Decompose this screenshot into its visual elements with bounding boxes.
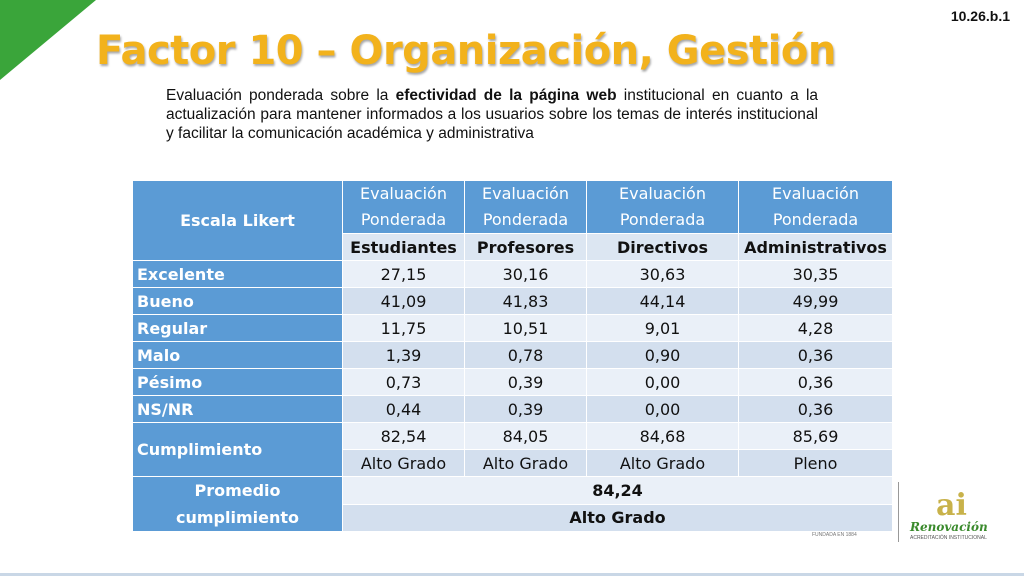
slide-code: 10.26.b.1 — [950, 8, 1010, 24]
table-cell: 27,15 — [342, 260, 465, 288]
logo-word: Renovación — [910, 520, 988, 534]
description-post: institucional en cuanto a la actualizaci… — [166, 87, 819, 142]
header-group: Evaluación Ponderada — [464, 180, 587, 234]
table-cell: 9,01 — [586, 314, 739, 342]
description-pre: Evaluación ponderada sobre la — [166, 87, 396, 104]
promedio-label: Promedio cumplimiento — [132, 476, 343, 532]
row-label: Excelente — [132, 260, 343, 288]
table-cell: 0,78 — [464, 341, 587, 369]
table-row: Bueno 41,09 41,83 44,14 49,99 — [132, 287, 893, 315]
results-table: Escala Likert Evaluación Ponderada Evalu… — [132, 180, 893, 532]
table-cell: 44,14 — [586, 287, 739, 315]
column-header: Estudiantes — [342, 233, 465, 261]
table-cell: 0,73 — [342, 368, 465, 396]
logo-divider — [898, 482, 899, 542]
table-cell: 85,69 — [738, 422, 893, 450]
table-cell: 4,28 — [738, 314, 893, 342]
table-cell: 11,75 — [342, 314, 465, 342]
table-cell: 49,99 — [738, 287, 893, 315]
row-label: Malo — [132, 341, 343, 369]
table-cell: 0,36 — [738, 395, 893, 423]
table-cell: Alto Grado — [342, 449, 465, 477]
table-cell: 30,16 — [464, 260, 587, 288]
table-cell: 0,39 — [464, 368, 587, 396]
row-label: Regular — [132, 314, 343, 342]
table-cell: Alto Grado — [586, 449, 739, 477]
table-cell: 0,44 — [342, 395, 465, 423]
column-header: Administrativos — [738, 233, 893, 261]
row-label: Pésimo — [132, 368, 343, 396]
founded-text: FUNDADA EN 1884 — [812, 532, 857, 538]
table-cell: 0,39 — [464, 395, 587, 423]
row-label: NS/NR — [132, 395, 343, 423]
bottom-line — [0, 573, 1024, 576]
row-label: Bueno — [132, 287, 343, 315]
table-row: Alto Grado — [133, 503, 893, 532]
table-row: Promedio cumplimiento 84,24 — [132, 476, 893, 532]
column-header: Directivos — [586, 233, 739, 261]
table-cell: 84,68 — [586, 422, 739, 450]
table-row: NS/NR 0,44 0,39 0,00 0,36 — [132, 395, 893, 423]
slide-title: Factor 10 – Organización, Gestión — [96, 28, 836, 74]
table-cell: Alto Grado — [464, 449, 587, 477]
table-row: Alto Grado Alto Grado Alto Grado Pleno — [133, 449, 893, 477]
table-row: Regular 11,75 10,51 9,01 4,28 — [132, 314, 893, 342]
table-cell: 84,05 — [464, 422, 587, 450]
table-cell: Pleno — [738, 449, 893, 477]
promedio-label-line1: Promedio — [194, 481, 281, 500]
table-cell: 10,51 — [464, 314, 587, 342]
table-row: Malo 1,39 0,78 0,90 0,36 — [132, 341, 893, 369]
table-cell: 41,83 — [464, 287, 587, 315]
table-cell: 1,39 — [342, 341, 465, 369]
table-cell: 30,35 — [738, 260, 893, 288]
promedio-grade: Alto Grado — [342, 503, 893, 532]
table-cell: 0,00 — [586, 368, 739, 396]
table-cell: 30,63 — [586, 260, 739, 288]
row-label: Cumplimiento — [132, 422, 343, 477]
corner-decoration — [0, 0, 96, 80]
table-cell: 41,09 — [342, 287, 465, 315]
logo-mark: ai — [936, 488, 967, 523]
logo-sub: ACREDITACIÓN INSTITUCIONAL — [910, 535, 987, 541]
header-group: Evaluación Ponderada — [738, 180, 893, 234]
description: Evaluación ponderada sobre la efectivida… — [166, 86, 818, 143]
column-header: Profesores — [464, 233, 587, 261]
renovacion-logo: ai Renovación ACREDITACIÓN INSTITUCIONAL — [906, 488, 1006, 548]
table-cell: 0,00 — [586, 395, 739, 423]
header-scale: Escala Likert — [132, 180, 343, 261]
description-bold: efectividad de la página web — [395, 87, 617, 104]
header-group: Evaluación Ponderada — [586, 180, 739, 234]
table-cell: 0,36 — [738, 341, 893, 369]
table-cell: 0,36 — [738, 368, 893, 396]
table-cell: 0,90 — [586, 341, 739, 369]
table-row: Excelente 27,15 30,16 30,63 30,35 — [132, 260, 893, 288]
header-group: Evaluación Ponderada — [342, 180, 465, 234]
promedio-label-line2: cumplimiento — [175, 508, 299, 527]
table-cell: 82,54 — [342, 422, 465, 450]
promedio-value: 84,24 — [342, 476, 893, 505]
table-row: Cumplimiento 82,54 84,05 84,68 85,69 — [132, 422, 893, 477]
table-row: Pésimo 0,73 0,39 0,00 0,36 — [132, 368, 893, 396]
